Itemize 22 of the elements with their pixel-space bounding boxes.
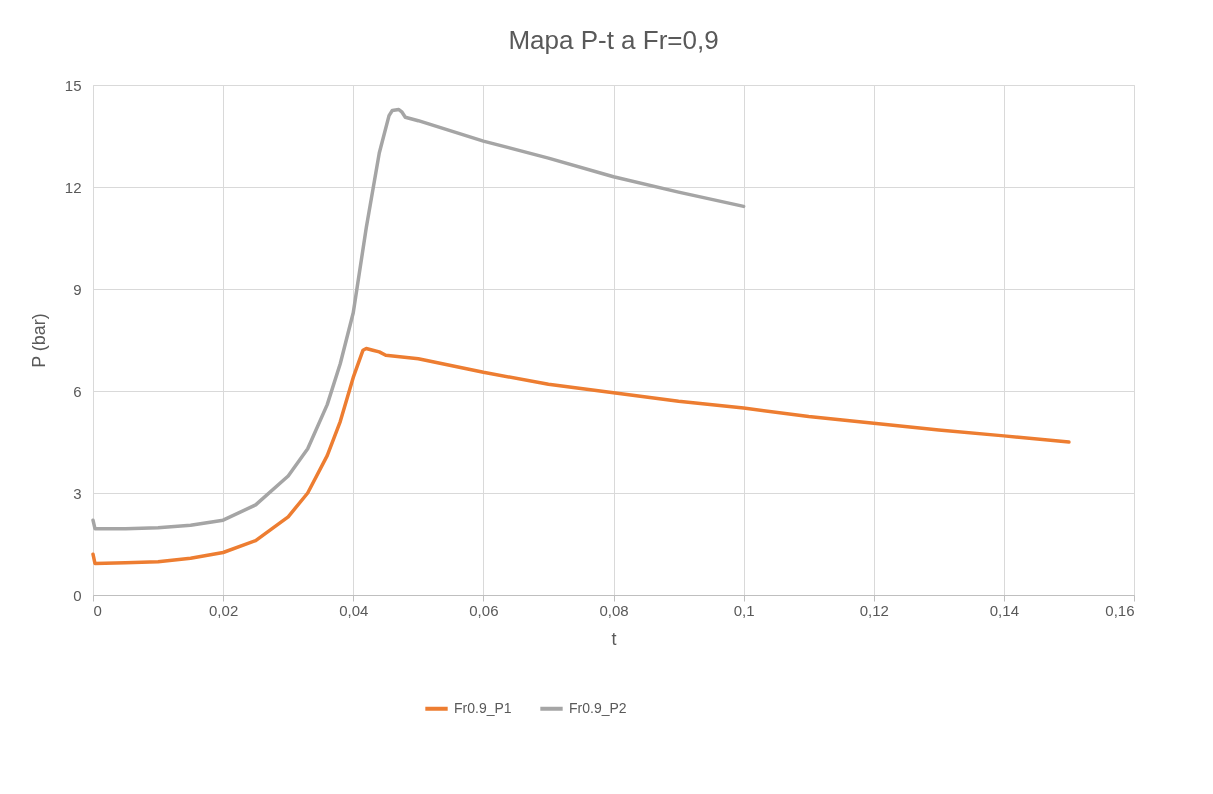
x-tick-label: 0,1 <box>733 601 755 619</box>
y-tick-label: 9 <box>73 280 82 298</box>
legend-label: Fr0.9_P1 <box>454 699 512 716</box>
x-tick-label: 0,08 <box>599 601 629 619</box>
x-tick-label: 0,16 <box>1105 601 1135 619</box>
chart-title: Mapa P-t a Fr=0,9 <box>508 25 719 55</box>
legend-label: Fr0.9_P2 <box>569 699 627 716</box>
line-series <box>91 107 746 531</box>
x-tick-label: 0,12 <box>859 601 889 619</box>
y-tick-label: 15 <box>64 76 82 94</box>
x-axis-title: t <box>611 628 617 649</box>
y-tick-label: 0 <box>73 586 82 604</box>
y-tick-label: 3 <box>73 484 82 502</box>
x-tick-label: 0 <box>93 601 102 619</box>
line-series <box>91 346 1071 566</box>
y-tick-label: 6 <box>73 382 82 400</box>
x-tick-label: 0,06 <box>469 601 499 619</box>
y-axis-title: P (bar) <box>28 313 49 368</box>
y-tick-label: 12 <box>64 178 82 196</box>
x-tick-label: 0,02 <box>209 601 239 619</box>
x-tick-label: 0,14 <box>989 601 1019 619</box>
x-tick-label: 0,04 <box>339 601 369 619</box>
